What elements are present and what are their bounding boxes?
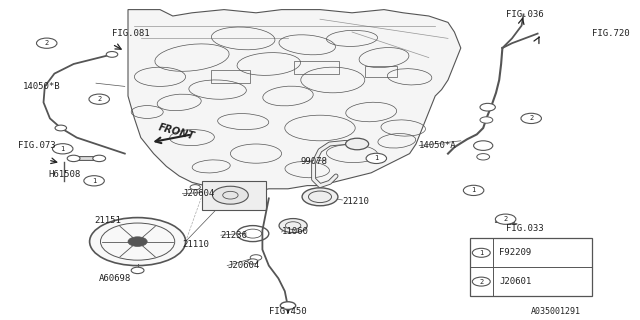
Text: 2: 2	[479, 279, 483, 284]
Circle shape	[346, 138, 369, 150]
Text: H61508: H61508	[48, 170, 80, 179]
Circle shape	[472, 277, 490, 286]
Circle shape	[36, 38, 57, 48]
Text: 1: 1	[374, 156, 378, 161]
Text: 1: 1	[479, 250, 483, 256]
Circle shape	[248, 259, 258, 264]
Polygon shape	[128, 10, 461, 192]
Circle shape	[93, 155, 106, 162]
Circle shape	[250, 255, 262, 260]
Text: J20604: J20604	[182, 189, 214, 198]
Circle shape	[477, 154, 490, 160]
Text: FIG.073: FIG.073	[18, 141, 56, 150]
Circle shape	[480, 117, 493, 123]
Bar	[470, 238, 592, 296]
Text: 2: 2	[504, 216, 508, 222]
Text: 1: 1	[472, 188, 476, 193]
Circle shape	[279, 219, 307, 233]
Circle shape	[190, 185, 200, 190]
Text: FIG.720: FIG.720	[592, 29, 630, 38]
Text: 21236: 21236	[221, 231, 248, 240]
Text: 1: 1	[61, 146, 65, 152]
Text: FIG.081: FIG.081	[112, 29, 150, 38]
Text: FIG.033: FIG.033	[506, 224, 543, 233]
Text: 2: 2	[97, 96, 101, 102]
Circle shape	[128, 237, 147, 246]
Text: 14050*A: 14050*A	[419, 141, 457, 150]
Bar	[202, 181, 266, 210]
Circle shape	[52, 144, 73, 154]
Text: FIG.450: FIG.450	[269, 308, 307, 316]
Text: A60698: A60698	[99, 274, 131, 283]
Circle shape	[495, 214, 516, 224]
Text: FRONT: FRONT	[157, 122, 195, 141]
Circle shape	[472, 248, 490, 257]
Text: 21110: 21110	[182, 240, 209, 249]
Circle shape	[131, 267, 144, 274]
Text: 1: 1	[92, 178, 96, 184]
Bar	[365, 66, 397, 77]
Text: A035001291: A035001291	[531, 308, 581, 316]
Circle shape	[474, 141, 493, 150]
Text: F92209: F92209	[499, 248, 531, 257]
Circle shape	[212, 186, 248, 204]
Text: 21210: 21210	[342, 197, 369, 206]
Circle shape	[93, 96, 105, 102]
Circle shape	[67, 155, 80, 162]
Text: 2: 2	[529, 116, 533, 121]
Text: J20601: J20601	[499, 277, 531, 286]
Circle shape	[480, 103, 495, 111]
Text: 14050*B: 14050*B	[22, 82, 60, 91]
Bar	[294, 61, 339, 74]
Circle shape	[463, 185, 484, 196]
Text: FIG.036: FIG.036	[506, 10, 543, 19]
Text: J20604: J20604	[227, 261, 259, 270]
Bar	[211, 70, 250, 83]
Circle shape	[302, 188, 338, 206]
Circle shape	[366, 153, 387, 164]
Text: 21151: 21151	[95, 216, 122, 225]
Text: 2: 2	[45, 40, 49, 46]
Text: 99078: 99078	[301, 157, 328, 166]
Circle shape	[280, 302, 296, 309]
Circle shape	[90, 218, 186, 266]
Circle shape	[521, 113, 541, 124]
Circle shape	[84, 176, 104, 186]
Circle shape	[89, 94, 109, 104]
Text: 11060: 11060	[282, 228, 308, 236]
Circle shape	[55, 125, 67, 131]
Circle shape	[106, 52, 118, 57]
